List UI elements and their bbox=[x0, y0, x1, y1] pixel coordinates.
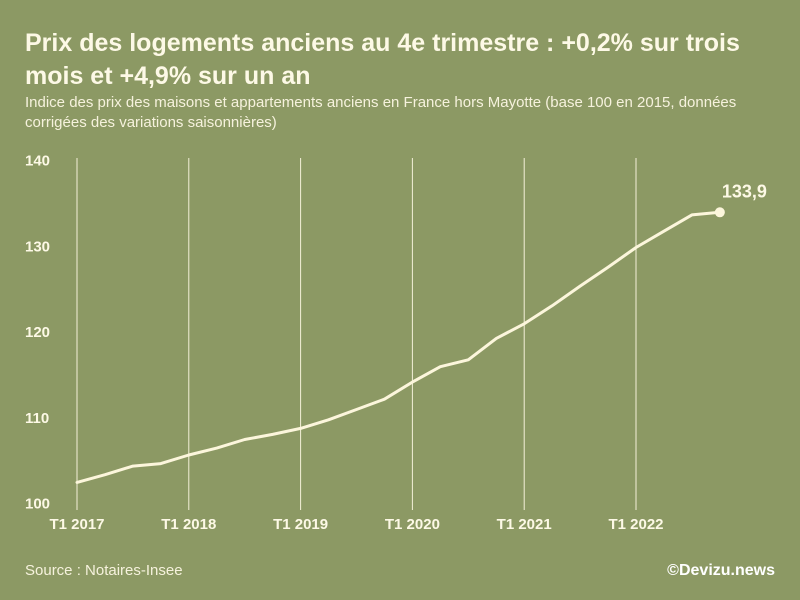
chart-subtitle: Indice des prix des maisons et apparteme… bbox=[25, 94, 737, 131]
series-line bbox=[75, 210, 722, 484]
data-label: 133,9 bbox=[722, 181, 767, 201]
end-point-marker bbox=[714, 207, 725, 218]
x-tick-label: T1 2018 bbox=[161, 516, 216, 533]
y-tick-label: 120 bbox=[25, 324, 50, 341]
credit-label: ©Devizu.news bbox=[667, 562, 775, 579]
y-tick-label: 100 bbox=[25, 496, 50, 513]
y-axis-labels: 100 110 120 130 140 bbox=[25, 153, 50, 513]
x-tick-label: T1 2020 bbox=[385, 516, 440, 533]
x-gridlines bbox=[76, 158, 637, 510]
y-tick-label: 140 bbox=[25, 153, 50, 170]
x-axis-labels: T1 2017 T1 2018 T1 2019 T1 2020 T1 2021 T1 20… bbox=[49, 516, 663, 533]
y-tick-label: 130 bbox=[25, 238, 50, 255]
x-tick-label: T1 2021 bbox=[497, 516, 552, 533]
source-note: Source : Notaires-Insee bbox=[25, 562, 183, 579]
x-tick-label: T1 2019 bbox=[273, 516, 328, 533]
line-chart: T1 2017 T1 2018 T1 2019 T1 2020 T1 2021 T1 20… bbox=[25, 153, 767, 534]
y-tick-label: 110 bbox=[25, 410, 49, 427]
x-tick-label: T1 2017 bbox=[49, 516, 104, 533]
chart-title: Prix des logements anciens au 4e trimest… bbox=[25, 29, 740, 90]
x-tick-label: T1 2022 bbox=[608, 516, 663, 533]
